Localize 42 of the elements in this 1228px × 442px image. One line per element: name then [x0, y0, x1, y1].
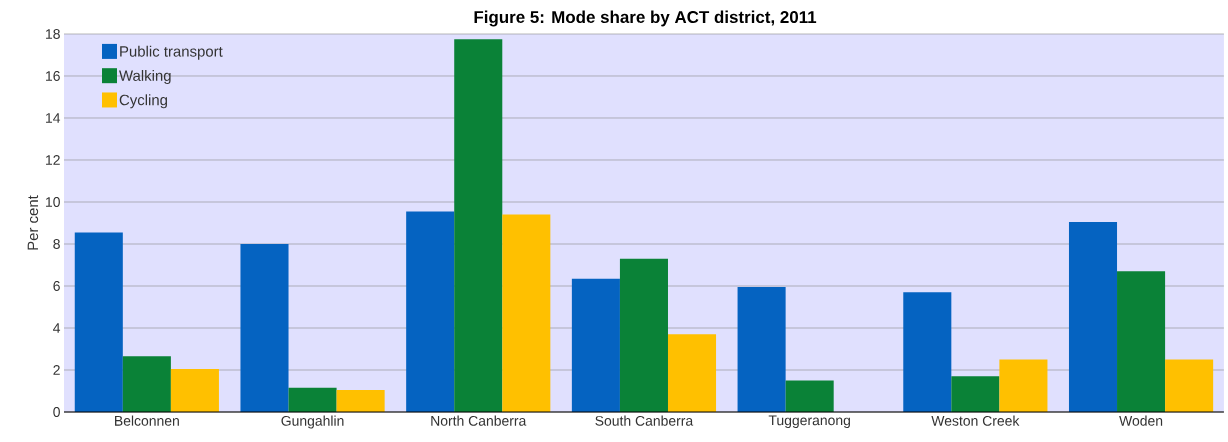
y-tick-label: 10: [46, 197, 60, 207]
bar: [737, 287, 786, 412]
y-tick-label: 16: [46, 71, 60, 81]
bar: [288, 387, 337, 412]
bar: [619, 258, 668, 412]
y-tick-label: 4: [53, 323, 61, 333]
x-tick-label: South Canberra: [595, 415, 694, 426]
y-tick-label: 12: [46, 155, 60, 165]
bar: [502, 214, 551, 412]
x-tick-label: Tuggeranong: [768, 415, 850, 429]
bar: [1068, 221, 1118, 412]
bar: [951, 376, 1000, 412]
x-tick-label: Woden: [1119, 415, 1163, 426]
legend-label: Cycling: [119, 94, 167, 109]
bar: [1165, 359, 1214, 412]
bar: [1117, 271, 1166, 412]
bar: [999, 359, 1048, 412]
legend-label: Public transport: [120, 45, 223, 60]
x-tick-label: Gungahlin: [281, 415, 344, 429]
bar: [240, 244, 289, 412]
x-tick-label: Belconnen: [115, 415, 179, 426]
chart-title: Figure 5: Mode share by ACT district, 2011: [474, 10, 817, 27]
bar: [571, 278, 620, 412]
x-tick-label: Weston Creek: [931, 415, 1020, 426]
legend-label: Walking: [119, 70, 171, 84]
bar: [336, 389, 385, 412]
bar: [903, 292, 952, 412]
bar: [170, 368, 219, 412]
y-tick-label: 6: [53, 281, 60, 291]
bar: [406, 211, 455, 412]
bar: [74, 232, 123, 412]
y-tick-label: 2: [53, 365, 60, 375]
bar: [454, 39, 503, 412]
bar: [785, 380, 834, 412]
y-tick-label: 0: [53, 407, 60, 417]
y-tick-label: 18: [46, 29, 60, 39]
y-tick-label: 8: [53, 239, 60, 249]
y-tick-label: 14: [46, 113, 61, 123]
y-axis-title: Per cent: [27, 195, 39, 250]
bar: [667, 334, 717, 412]
x-tick-label: North Canberra: [431, 415, 527, 426]
bar: [122, 356, 171, 412]
